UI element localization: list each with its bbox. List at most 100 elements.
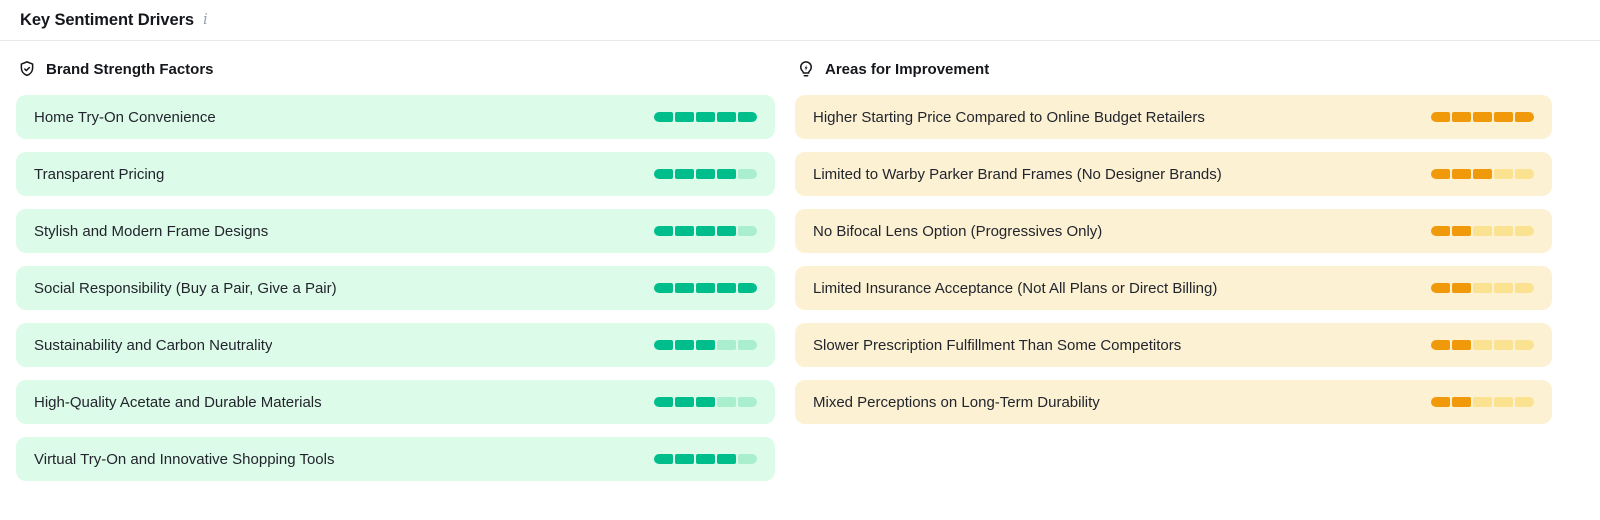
- score-segment: [696, 397, 715, 407]
- item-label: Transparent Pricing: [34, 165, 165, 183]
- improvements-item: Higher Starting Price Compared to Online…: [795, 95, 1552, 139]
- improvements-item: Mixed Perceptions on Long-Term Durabilit…: [795, 380, 1552, 424]
- strengths-title: Brand Strength Factors: [46, 60, 214, 78]
- column-brand-strengths: Brand Strength Factors Home Try-On Conve…: [16, 60, 775, 494]
- score-segment: [1452, 169, 1471, 179]
- score-segment: [1473, 340, 1492, 350]
- strengths-item: Stylish and Modern Frame Designs: [16, 209, 775, 253]
- score-segment: [654, 283, 673, 293]
- score-segment: [1431, 340, 1450, 350]
- score-segment: [654, 397, 673, 407]
- score-bar: [654, 226, 757, 236]
- score-segment: [1494, 340, 1513, 350]
- content-columns: Brand Strength Factors Home Try-On Conve…: [0, 41, 1600, 494]
- score-segment: [717, 397, 736, 407]
- score-segment: [1452, 112, 1471, 122]
- panel-title: Key Sentiment Drivers: [20, 10, 194, 29]
- score-segment: [738, 112, 757, 122]
- shield-check-icon: [18, 60, 36, 78]
- score-segment: [696, 340, 715, 350]
- improvements-title: Areas for Improvement: [825, 60, 990, 78]
- score-segment: [1515, 226, 1534, 236]
- score-bar: [1431, 397, 1534, 407]
- column-improvements: Areas for Improvement Higher Starting Pr…: [795, 60, 1552, 494]
- score-segment: [1494, 169, 1513, 179]
- score-segment: [1431, 283, 1450, 293]
- score-segment: [1452, 340, 1471, 350]
- score-segment: [738, 340, 757, 350]
- improvements-item: No Bifocal Lens Option (Progressives Onl…: [795, 209, 1552, 253]
- strengths-item: High-Quality Acetate and Durable Materia…: [16, 380, 775, 424]
- score-bar: [654, 340, 757, 350]
- score-segment: [1473, 169, 1492, 179]
- score-segment: [696, 169, 715, 179]
- score-bar: [654, 169, 757, 179]
- score-bar: [1431, 283, 1534, 293]
- score-segment: [738, 397, 757, 407]
- score-segment: [1452, 397, 1471, 407]
- score-segment: [738, 169, 757, 179]
- score-segment: [1431, 226, 1450, 236]
- score-segment: [1473, 226, 1492, 236]
- score-segment: [717, 226, 736, 236]
- score-segment: [1515, 283, 1534, 293]
- item-label: Higher Starting Price Compared to Online…: [813, 108, 1205, 126]
- score-segment: [675, 169, 694, 179]
- score-segment: [696, 454, 715, 464]
- score-segment: [654, 112, 673, 122]
- score-segment: [1473, 283, 1492, 293]
- lightbulb-bolt-icon: [797, 60, 815, 78]
- score-segment: [717, 340, 736, 350]
- strengths-list: Home Try-On Convenience Transparent Prici…: [16, 95, 775, 481]
- improvements-item: Slower Prescription Fulfillment Than Som…: [795, 323, 1552, 367]
- score-segment: [738, 226, 757, 236]
- score-segment: [738, 283, 757, 293]
- item-label: Mixed Perceptions on Long-Term Durabilit…: [813, 393, 1100, 411]
- item-label: Limited to Warby Parker Brand Frames (No…: [813, 165, 1222, 183]
- strengths-item: Home Try-On Convenience: [16, 95, 775, 139]
- strengths-item: Sustainability and Carbon Neutrality: [16, 323, 775, 367]
- score-segment: [1473, 112, 1492, 122]
- score-segment: [717, 112, 736, 122]
- item-label: Home Try-On Convenience: [34, 108, 216, 126]
- item-label: High-Quality Acetate and Durable Materia…: [34, 393, 322, 411]
- improvements-list: Higher Starting Price Compared to Online…: [795, 95, 1552, 424]
- score-segment: [1494, 112, 1513, 122]
- item-label: Slower Prescription Fulfillment Than Som…: [813, 336, 1182, 354]
- score-bar: [1431, 169, 1534, 179]
- item-label: Limited Insurance Acceptance (Not All Pl…: [813, 279, 1218, 297]
- score-segment: [675, 340, 694, 350]
- improvements-item: Limited Insurance Acceptance (Not All Pl…: [795, 266, 1552, 310]
- score-bar: [1431, 112, 1534, 122]
- score-segment: [696, 226, 715, 236]
- info-icon[interactable]: i: [202, 9, 208, 28]
- improvements-header: Areas for Improvement: [797, 60, 1552, 78]
- score-segment: [1494, 397, 1513, 407]
- score-bar: [654, 454, 757, 464]
- score-segment: [675, 283, 694, 293]
- score-segment: [1431, 112, 1450, 122]
- score-segment: [1431, 397, 1450, 407]
- score-segment: [1494, 226, 1513, 236]
- score-segment: [738, 454, 757, 464]
- score-segment: [1452, 226, 1471, 236]
- score-segment: [675, 397, 694, 407]
- item-label: Virtual Try-On and Innovative Shopping T…: [34, 450, 335, 468]
- score-bar: [654, 397, 757, 407]
- score-segment: [696, 112, 715, 122]
- score-segment: [1473, 397, 1492, 407]
- score-segment: [1431, 169, 1450, 179]
- score-segment: [717, 169, 736, 179]
- score-segment: [1452, 283, 1471, 293]
- panel-header: Key Sentiment Drivers i: [0, 0, 1600, 41]
- score-bar: [654, 283, 757, 293]
- score-segment: [654, 340, 673, 350]
- strengths-item: Virtual Try-On and Innovative Shopping T…: [16, 437, 775, 481]
- score-segment: [675, 454, 694, 464]
- strengths-item: Social Responsibility (Buy a Pair, Give …: [16, 266, 775, 310]
- score-segment: [654, 454, 673, 464]
- score-segment: [675, 226, 694, 236]
- item-label: Sustainability and Carbon Neutrality: [34, 336, 273, 354]
- improvements-item: Limited to Warby Parker Brand Frames (No…: [795, 152, 1552, 196]
- score-segment: [1515, 169, 1534, 179]
